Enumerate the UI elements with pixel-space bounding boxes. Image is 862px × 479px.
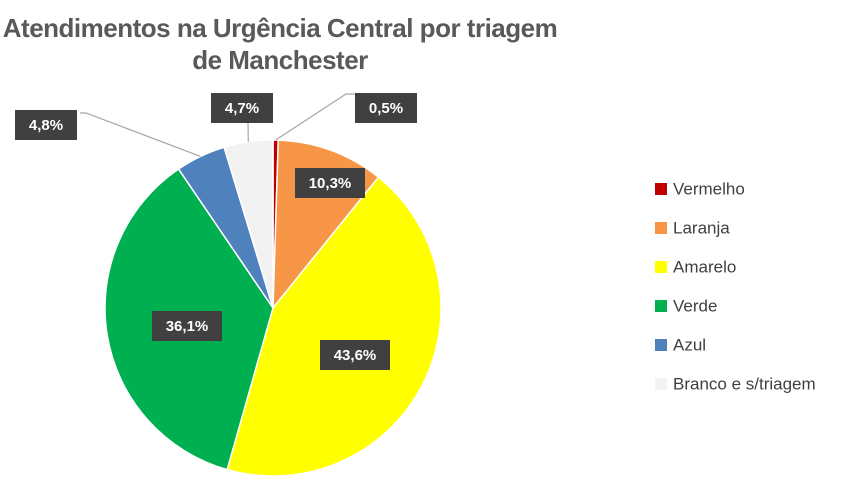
value-label: 43,6% [334, 347, 377, 364]
legend-label: Laranja [673, 218, 730, 237]
label-box [15, 110, 77, 140]
chart-title: Atendimentos na Urgência Central por tri… [2, 13, 558, 75]
legend-swatch [655, 300, 667, 312]
pie-slice [226, 176, 442, 477]
legend-swatch [655, 261, 667, 273]
leader-line [275, 93, 356, 141]
value-label: 36,1% [166, 318, 209, 335]
legend-label: Branco e s/triagem [673, 374, 816, 393]
legend-swatch [655, 339, 667, 351]
legend-label: Amarelo [673, 257, 736, 276]
value-label: 4,8% [29, 117, 63, 134]
pie-slice [223, 139, 274, 309]
label-box [211, 93, 273, 123]
label-box [295, 168, 365, 198]
value-label: 0,5% [369, 100, 403, 117]
leader-line [80, 112, 201, 158]
legend-label: Azul [673, 335, 706, 354]
legend-label: Verde [673, 296, 717, 315]
label-box [152, 311, 222, 341]
legend-swatch [655, 378, 667, 390]
value-label: 4,7% [225, 100, 259, 117]
legend-swatch [655, 183, 667, 195]
legend-swatch [655, 222, 667, 234]
value-label: 10,3% [309, 175, 352, 192]
label-box [355, 93, 417, 123]
legend-label: Vermelho [673, 179, 745, 198]
label-box [320, 340, 390, 370]
